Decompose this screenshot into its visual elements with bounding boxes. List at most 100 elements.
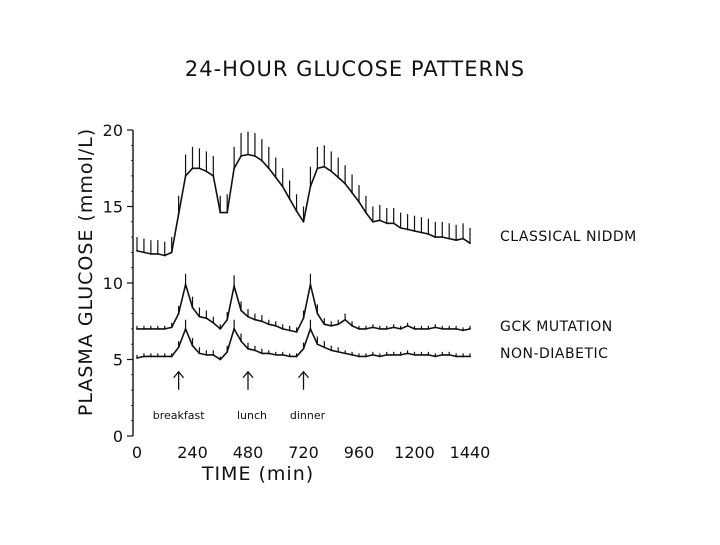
- data-point-non-diabetic: [163, 355, 166, 358]
- data-point-non-diabetic: [143, 355, 145, 358]
- data-point-non-diabetic: [399, 354, 402, 356]
- data-point-non-diabetic: [184, 328, 187, 330]
- data-point-gck-mutation: [434, 326, 437, 329]
- data-point-gck-mutation: [233, 285, 236, 287]
- data-point-classical-niddm: [330, 170, 333, 173]
- data-point-gck-mutation: [184, 283, 187, 286]
- data-point-non-diabetic: [295, 355, 298, 358]
- data-point-gck-mutation: [136, 328, 138, 330]
- data-point-gck-mutation: [371, 326, 374, 329]
- data-point-gck-mutation: [351, 324, 353, 327]
- data-point-gck-mutation: [399, 328, 402, 330]
- y-tick-label-0: 0: [113, 427, 123, 446]
- data-point-classical-niddm: [177, 213, 180, 216]
- series-line-gck-mutation: [137, 283, 471, 333]
- arrowhead-dinner: [298, 370, 309, 379]
- data-point-non-diabetic: [254, 349, 256, 352]
- arrowhead-lunch: [242, 370, 254, 379]
- annotation-lunch: lunch: [237, 409, 267, 422]
- data-point-gck-mutation: [309, 283, 312, 286]
- x-tick-label-720: 720: [288, 443, 319, 462]
- data-point-classical-niddm: [281, 185, 284, 188]
- data-point-classical-niddm: [184, 175, 187, 177]
- y-tick-label-15: 15: [103, 198, 123, 217]
- data-point-classical-niddm: [198, 167, 201, 170]
- data-point-gck-mutation: [469, 328, 471, 330]
- data-point-gck-mutation: [295, 331, 298, 333]
- data-point-gck-mutation: [344, 318, 347, 321]
- data-point-classical-niddm: [149, 253, 152, 255]
- data-point-gck-mutation: [274, 324, 277, 327]
- data-point-gck-mutation: [385, 328, 388, 330]
- data-point-gck-mutation: [365, 328, 367, 330]
- data-point-non-diabetic: [351, 354, 353, 356]
- chart-title: 24-HOUR GLUCOSE PATTERNS: [185, 57, 525, 81]
- data-point-classical-niddm: [420, 231, 423, 234]
- data-point-classical-niddm: [427, 233, 430, 235]
- data-point-classical-niddm: [205, 170, 208, 173]
- data-point-classical-niddm: [323, 165, 326, 168]
- data-point-non-diabetic: [156, 355, 159, 358]
- data-point-non-diabetic: [309, 328, 312, 330]
- data-point-non-diabetic: [330, 349, 333, 352]
- y-axis-label: PLASMA GLUCOSE (mmol/L): [75, 128, 97, 416]
- data-point-classical-niddm: [406, 228, 409, 231]
- data-point-non-diabetic: [469, 355, 471, 358]
- x-tick-label-240: 240: [177, 443, 208, 462]
- data-point-classical-niddm: [441, 236, 444, 239]
- data-point-non-diabetic: [441, 354, 444, 356]
- data-point-classical-niddm: [163, 254, 166, 257]
- series-label-classical-niddm: CLASSICAL NIDDM: [500, 229, 637, 245]
- x-tick-label-0: 0: [132, 443, 142, 462]
- data-point-gck-mutation: [247, 315, 249, 318]
- data-point-non-diabetic: [302, 347, 305, 350]
- data-point-classical-niddm: [358, 201, 360, 203]
- data-point-classical-niddm: [247, 153, 249, 156]
- data-point-classical-niddm: [351, 191, 353, 194]
- data-point-gck-mutation: [212, 321, 215, 324]
- data-point-classical-niddm: [385, 222, 388, 225]
- data-point-gck-mutation: [406, 324, 409, 327]
- data-point-non-diabetic: [371, 354, 374, 356]
- data-point-classical-niddm: [143, 251, 145, 254]
- data-point-classical-niddm: [462, 237, 464, 240]
- data-point-gck-mutation: [413, 328, 416, 330]
- data-point-classical-niddm: [337, 176, 340, 179]
- data-point-gck-mutation: [420, 328, 423, 330]
- data-point-classical-niddm: [434, 236, 437, 239]
- x-axis-label: TIME (min): [201, 463, 314, 485]
- data-point-non-diabetic: [247, 347, 249, 350]
- x-tick-label-1200: 1200: [394, 443, 435, 462]
- data-point-classical-niddm: [469, 242, 471, 245]
- data-point-classical-niddm: [226, 211, 229, 214]
- data-point-gck-mutation: [330, 324, 333, 327]
- data-point-non-diabetic: [260, 352, 263, 355]
- data-point-non-diabetic: [427, 354, 430, 356]
- data-point-classical-niddm: [267, 167, 270, 170]
- data-point-gck-mutation: [198, 315, 201, 318]
- data-point-gck-mutation: [177, 312, 180, 315]
- data-point-non-diabetic: [205, 354, 208, 356]
- data-point-gck-mutation: [219, 328, 222, 330]
- y-tick-label-20: 20: [103, 121, 123, 140]
- data-point-non-diabetic: [233, 328, 236, 330]
- data-point-gck-mutation: [170, 326, 173, 329]
- data-point-gck-mutation: [448, 328, 451, 330]
- data-point-non-diabetic: [136, 357, 138, 359]
- data-point-classical-niddm: [371, 220, 374, 223]
- data-point-non-diabetic: [226, 350, 229, 353]
- series-label-gck-mutation: GCK MUTATION: [500, 319, 613, 335]
- data-point-classical-niddm: [156, 253, 159, 255]
- data-point-non-diabetic: [281, 354, 284, 356]
- data-point-gck-mutation: [163, 328, 166, 330]
- data-point-classical-niddm: [191, 167, 194, 170]
- data-point-classical-niddm: [316, 167, 319, 170]
- x-tick-label-480: 480: [233, 443, 264, 462]
- data-point-non-diabetic: [420, 354, 423, 356]
- data-point-classical-niddm: [260, 159, 263, 162]
- data-point-non-diabetic: [385, 354, 388, 356]
- data-point-non-diabetic: [392, 354, 395, 356]
- data-point-classical-niddm: [274, 176, 277, 179]
